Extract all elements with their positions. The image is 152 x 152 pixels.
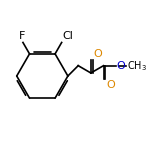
Text: F: F — [19, 31, 25, 41]
Text: O: O — [106, 79, 115, 90]
Text: Cl: Cl — [62, 31, 73, 41]
Text: O: O — [116, 61, 125, 71]
Text: CH$_3$: CH$_3$ — [127, 59, 147, 73]
Text: O: O — [94, 49, 102, 59]
